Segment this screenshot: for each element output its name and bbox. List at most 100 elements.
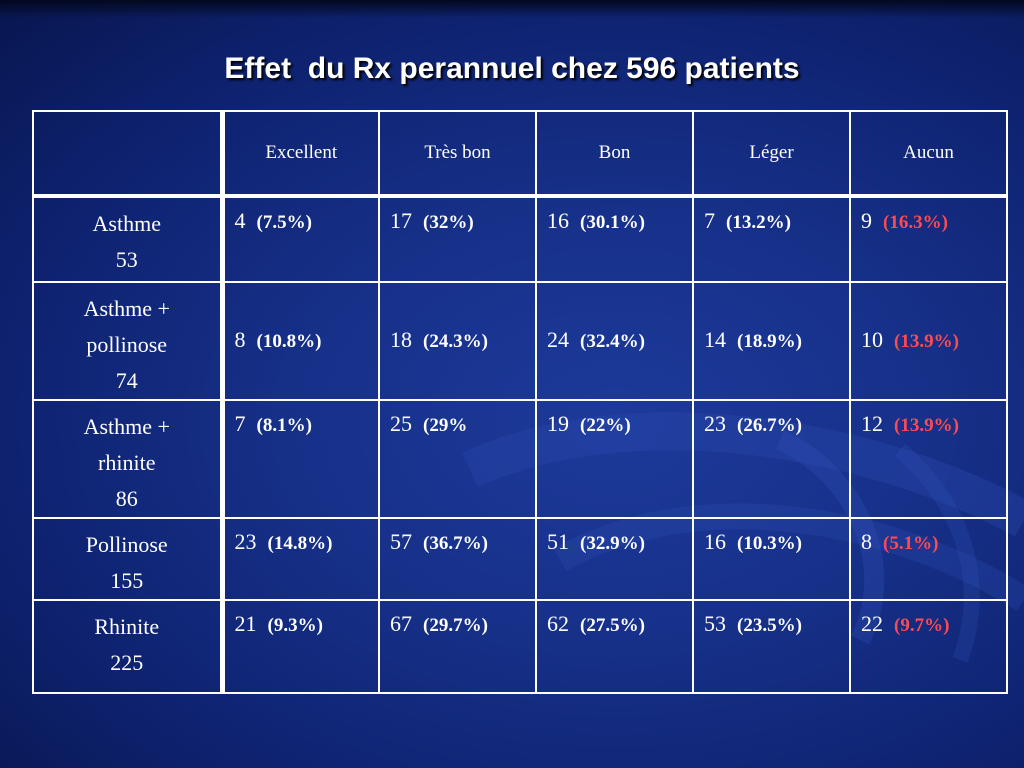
cell-count: 62: [547, 611, 569, 636]
cell-count: 4: [234, 208, 246, 233]
table-row: Pollinose 155 23 (14.8%) 57 (36.7%) 51 (32.9…: [32, 517, 1008, 601]
cell-count: 8: [234, 327, 246, 352]
cell-count: 53: [704, 611, 726, 636]
table-cell: 24 (32.4%): [535, 281, 694, 401]
table-cell: 23 (14.8%): [221, 517, 380, 601]
row-label-line: Asthme: [92, 211, 161, 236]
cell-percent: (32.4%): [580, 331, 645, 352]
table-cell: 12 (13.9%): [849, 399, 1008, 519]
row-label: Asthme + pollinose 74: [32, 281, 225, 401]
cell-count: 25: [390, 411, 412, 436]
table-cell: 67 (29.7%): [378, 599, 537, 694]
column-header: Aucun: [849, 110, 1008, 198]
row-label-line: 225: [110, 650, 144, 675]
cell-percent: (24.3%): [423, 331, 488, 352]
cell-count: 7: [704, 208, 715, 233]
cell-percent: (7.5%): [256, 212, 312, 233]
table-cell: 51 (32.9%): [535, 517, 694, 601]
cell-percent: (30.1%): [580, 212, 645, 233]
cell-percent: (29.7%): [423, 615, 488, 636]
cell-percent: (27.5%): [580, 615, 645, 636]
cell-percent: (16.3%): [883, 212, 948, 233]
column-header: Très bon: [378, 110, 537, 198]
table-cell: 19 (22%): [535, 399, 694, 519]
cell-count: 51: [547, 529, 569, 554]
cell-percent: (22%): [580, 415, 631, 436]
row-label-line: pollinose: [86, 332, 168, 357]
table-cell: 14 (18.9%): [692, 281, 851, 401]
cell-count: 16: [547, 208, 569, 233]
cell-count: 17: [390, 208, 412, 233]
row-label: Rhinite 225: [32, 599, 225, 694]
cell-count: 18: [390, 327, 412, 352]
table-cell: 16 (10.3%): [692, 517, 851, 601]
cell-count: 23: [704, 411, 726, 436]
cell-count: 24: [547, 327, 569, 352]
table-cell: 53 (23.5%): [692, 599, 851, 694]
table-cell: 10 (13.9%): [849, 281, 1008, 401]
cell-percent: (18.9%): [737, 331, 802, 352]
cell-count: 16: [704, 529, 726, 554]
cell-count: 67: [390, 611, 412, 636]
cell-percent: (14.8%): [267, 533, 333, 554]
cell-count: 14: [704, 327, 726, 352]
cell-percent: (9.7%): [894, 615, 950, 636]
table-row: Asthme + rhinite 86 7 (8.1%) 25 (29% 19 (22%)…: [32, 399, 1008, 519]
cell-percent: (26.7%): [737, 415, 802, 436]
table-row: Asthme + pollinose 74 8 (10.8%) 18 (24.3%) 24…: [32, 281, 1008, 401]
row-label-line: Asthme +: [83, 296, 170, 321]
cell-count: 7: [234, 411, 246, 436]
cell-percent: (32%): [423, 212, 474, 233]
table-cell: 7 (13.2%): [692, 195, 851, 283]
table-cell: 25 (29%: [378, 399, 537, 519]
cell-percent: (23.5%): [737, 615, 802, 636]
column-header: Excellent: [221, 110, 380, 198]
table-corner-cell: [32, 110, 225, 198]
cell-percent: (8.1%): [256, 415, 312, 436]
cell-percent: (29%: [423, 415, 468, 436]
row-label: Asthme 53: [32, 195, 225, 283]
row-label-line: rhinite: [98, 450, 156, 475]
cell-percent: (32.9%): [580, 533, 645, 554]
cell-count: 21: [234, 611, 257, 636]
table-cell: 22 (9.7%): [849, 599, 1008, 694]
slide-top-band: [0, 0, 1024, 18]
cell-count: 8: [861, 529, 872, 554]
cell-count: 22: [861, 611, 883, 636]
table-cell: 21 (9.3%): [221, 599, 380, 694]
column-header: Léger: [692, 110, 851, 198]
row-label: Asthme + rhinite 86: [32, 399, 225, 519]
table-header-row: Excellent Très bon Bon Léger Aucun: [32, 110, 1008, 198]
cell-percent: (10.3%): [737, 533, 802, 554]
table-cell: 8 (5.1%): [849, 517, 1008, 601]
table-cell: 7 (8.1%): [221, 399, 380, 519]
cell-percent: (5.1%): [883, 533, 939, 554]
results-table: Excellent Très bon Bon Léger Aucun Asthm…: [32, 110, 1008, 694]
cell-percent: (13.2%): [726, 212, 791, 233]
row-label-line: 53: [115, 247, 138, 272]
table-cell: 8 (10.8%): [221, 281, 380, 401]
row-label-line: 74: [115, 368, 138, 393]
table-cell: 17 (32%): [378, 195, 537, 283]
table-cell: 9 (16.3%): [849, 195, 1008, 283]
row-label-line: Pollinose: [85, 532, 168, 557]
table-row: Rhinite 225 21 (9.3%) 67 (29.7%) 62 (27.5%) 5…: [32, 599, 1008, 694]
row-label-line: 155: [110, 568, 144, 593]
cell-percent: (13.9%): [894, 331, 959, 352]
cell-count: 23: [234, 529, 257, 554]
table-row: Asthme 53 4 (7.5%) 17 (32%) 16 (30.1%) 7 (13.…: [32, 195, 1008, 283]
cell-percent: (10.8%): [256, 331, 322, 352]
cell-count: 19: [547, 411, 569, 436]
row-label: Pollinose 155: [32, 517, 225, 601]
cell-count: 10: [861, 327, 883, 352]
table-cell: 62 (27.5%): [535, 599, 694, 694]
slide-title: Effet du Rx perannuel chez 596 patients: [224, 52, 800, 85]
cell-percent: (9.3%): [267, 615, 323, 636]
table-cell: 18 (24.3%): [378, 281, 537, 401]
cell-count: 57: [390, 529, 412, 554]
row-label-line: Asthme +: [83, 414, 170, 439]
cell-percent: (36.7%): [423, 533, 488, 554]
cell-percent: (13.9%): [894, 415, 959, 436]
table-cell: 23 (26.7%): [692, 399, 851, 519]
table-cell: 57 (36.7%): [378, 517, 537, 601]
